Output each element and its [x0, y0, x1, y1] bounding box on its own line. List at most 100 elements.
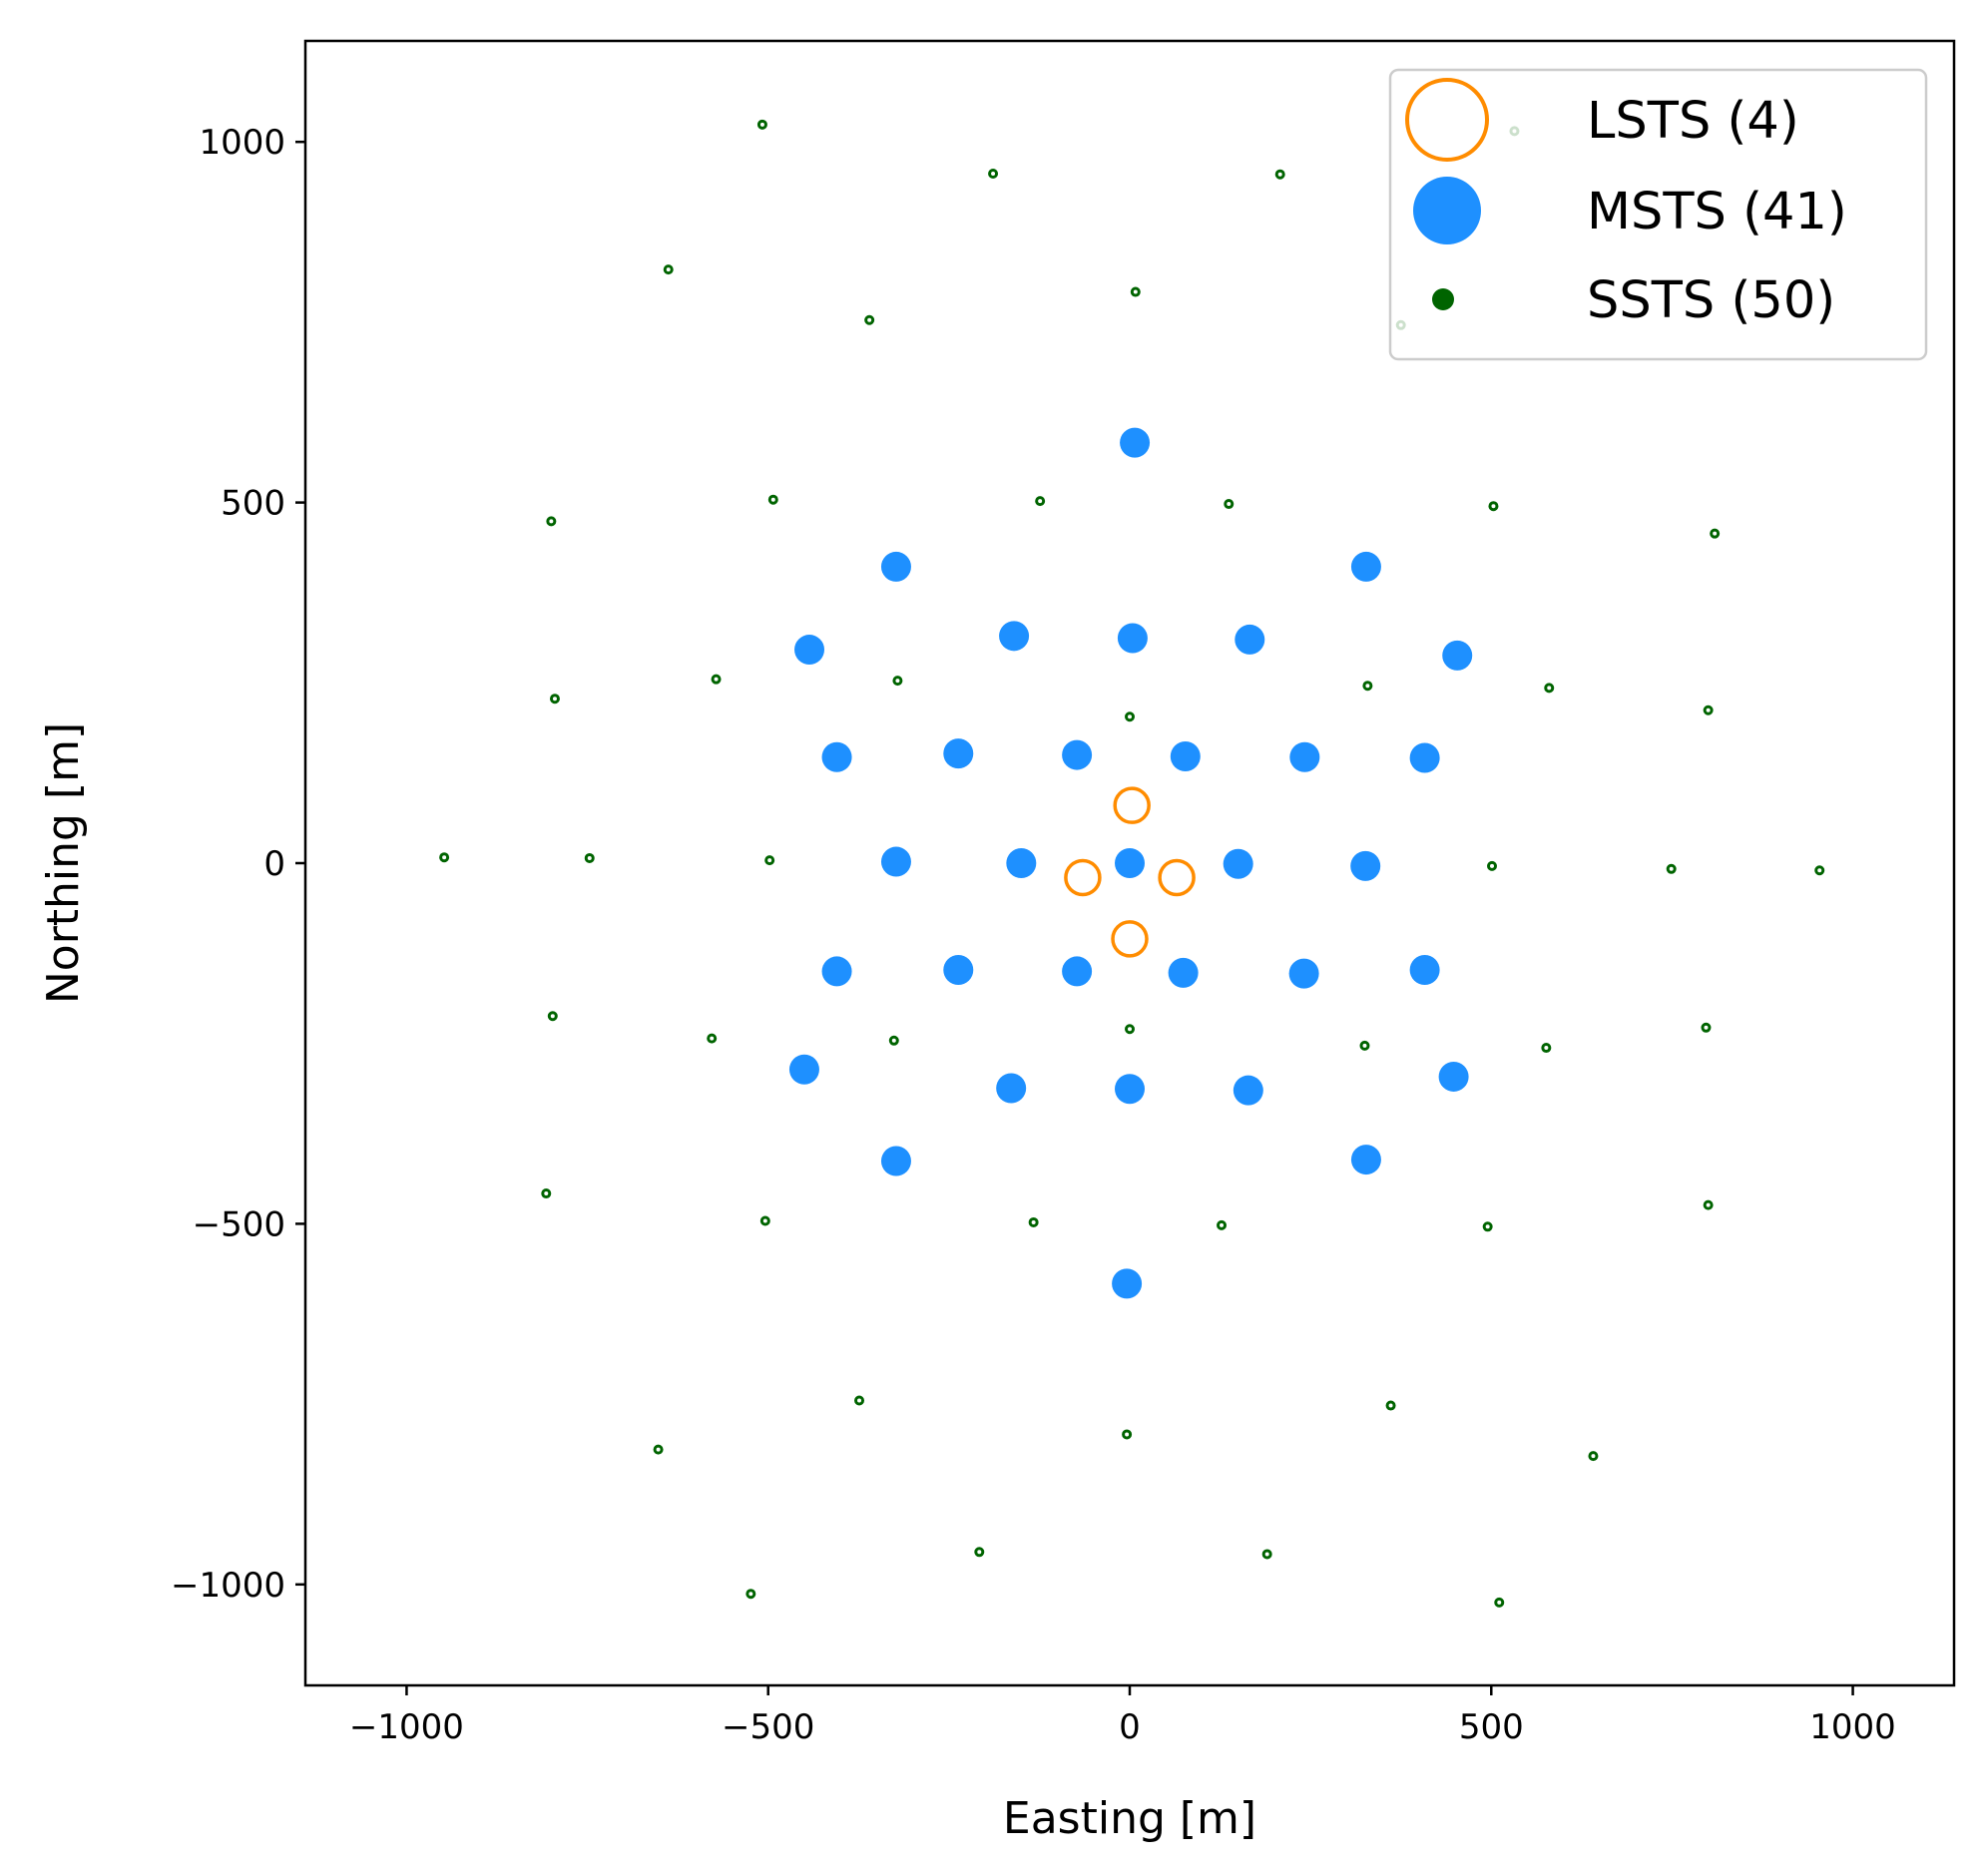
ssts-point — [1385, 1400, 1396, 1411]
ssts-point — [663, 264, 674, 275]
msts-point — [1235, 624, 1265, 655]
ssts-point — [1488, 501, 1499, 512]
msts-point — [880, 846, 911, 877]
ssts-point — [711, 674, 722, 685]
msts-point — [1289, 741, 1320, 772]
msts-point — [1350, 1145, 1381, 1175]
msts-point — [821, 956, 852, 987]
ssts-point — [546, 516, 557, 527]
msts-point — [880, 551, 911, 582]
msts-point — [943, 738, 974, 769]
msts-point — [1115, 848, 1145, 878]
ssts-point — [1028, 1216, 1039, 1227]
msts-series — [788, 427, 1473, 1299]
msts-point — [1115, 1074, 1145, 1105]
lsts-point — [1111, 920, 1149, 958]
msts-point — [1168, 957, 1199, 988]
lsts-point — [1064, 858, 1102, 897]
ssts-point — [1701, 1022, 1712, 1033]
legend-ssts-label: SSTS (50) — [1587, 271, 1835, 330]
ssts-point — [541, 1188, 552, 1199]
msts-point — [999, 621, 1030, 652]
ssts-point — [1703, 1199, 1714, 1210]
x-tick-label: −500 — [722, 1707, 814, 1747]
y-tick-label: 1000 — [199, 123, 285, 163]
msts-point — [1409, 742, 1440, 773]
msts-point — [1112, 1268, 1143, 1299]
ssts-point — [1482, 1221, 1493, 1232]
ssts-point — [764, 855, 775, 866]
ssts-point — [988, 168, 999, 179]
ssts-point — [1544, 683, 1555, 694]
msts-point — [1288, 958, 1319, 989]
ssts-point — [1494, 1597, 1505, 1608]
legend-box — [1388, 68, 1928, 361]
ssts-point — [1125, 1024, 1135, 1035]
msts-point — [1170, 741, 1201, 772]
msts-point — [1062, 956, 1093, 987]
ssts-point — [1217, 1219, 1228, 1230]
ssts-point — [1487, 860, 1498, 871]
ssts-point — [854, 1395, 865, 1406]
msts-point — [788, 1054, 819, 1085]
ssts-point — [584, 852, 595, 863]
legend-msts-marker — [1413, 177, 1481, 244]
msts-point — [1442, 640, 1473, 671]
legend: LSTS (4) MSTS (41) SSTS (50) — [1388, 68, 1928, 361]
ssts-point — [1224, 499, 1235, 510]
ssts-point — [1362, 681, 1373, 692]
msts-point — [943, 954, 974, 985]
legend-lsts-label: LSTS (4) — [1587, 92, 1799, 151]
ssts-point — [1125, 711, 1135, 722]
ssts-point — [974, 1547, 985, 1558]
lsts-point — [1113, 786, 1151, 824]
ssts-point — [1541, 1043, 1552, 1054]
msts-point — [1350, 551, 1381, 582]
ssts-point — [1274, 169, 1285, 180]
ssts-point — [1588, 1451, 1599, 1462]
ssts-point — [439, 852, 450, 863]
ssts-point — [864, 314, 875, 325]
msts-point — [1233, 1075, 1263, 1106]
y-axis-label: Northing [m] — [38, 722, 89, 1004]
y-axis-ticks: −1000 −500 0 500 1000 — [171, 123, 305, 1606]
msts-point — [821, 741, 852, 772]
msts-point — [1350, 850, 1381, 881]
ssts-point — [1710, 528, 1721, 539]
y-tick-label: −1000 — [171, 1566, 285, 1606]
legend-lsts-marker — [1405, 78, 1489, 162]
msts-point — [1438, 1061, 1469, 1092]
y-tick-label: 0 — [263, 844, 285, 884]
ssts-point — [653, 1444, 664, 1455]
x-tick-label: −1000 — [349, 1707, 464, 1747]
ssts-point — [756, 119, 767, 130]
msts-point — [1117, 623, 1148, 654]
ssts-point — [1703, 704, 1714, 715]
x-axis-label: Easting [m] — [1003, 1793, 1256, 1844]
ssts-point — [1666, 863, 1677, 874]
msts-point — [1120, 427, 1151, 458]
ssts-point — [1122, 1429, 1133, 1440]
x-tick-label: 1000 — [1809, 1707, 1896, 1747]
lsts-series — [1064, 786, 1196, 958]
ssts-point — [549, 694, 560, 704]
legend-ssts-marker — [1432, 288, 1454, 310]
ssts-point — [745, 1589, 756, 1600]
msts-point — [1062, 739, 1093, 770]
ssts-point — [547, 1011, 558, 1022]
ssts-point — [707, 1033, 718, 1044]
ssts-point — [1035, 496, 1046, 507]
y-tick-label: −500 — [193, 1204, 285, 1244]
x-tick-label: 0 — [1119, 1707, 1141, 1747]
msts-point — [996, 1073, 1027, 1104]
ssts-point — [1359, 1040, 1370, 1051]
x-tick-label: 500 — [1459, 1707, 1524, 1747]
lsts-point — [1158, 858, 1196, 897]
msts-point — [1006, 848, 1037, 878]
ssts-point — [1261, 1549, 1272, 1560]
msts-point — [880, 1146, 911, 1176]
ssts-point — [1814, 865, 1825, 876]
ssts-point — [1130, 286, 1141, 297]
ssts-point — [759, 1215, 770, 1226]
msts-point — [1223, 848, 1253, 879]
